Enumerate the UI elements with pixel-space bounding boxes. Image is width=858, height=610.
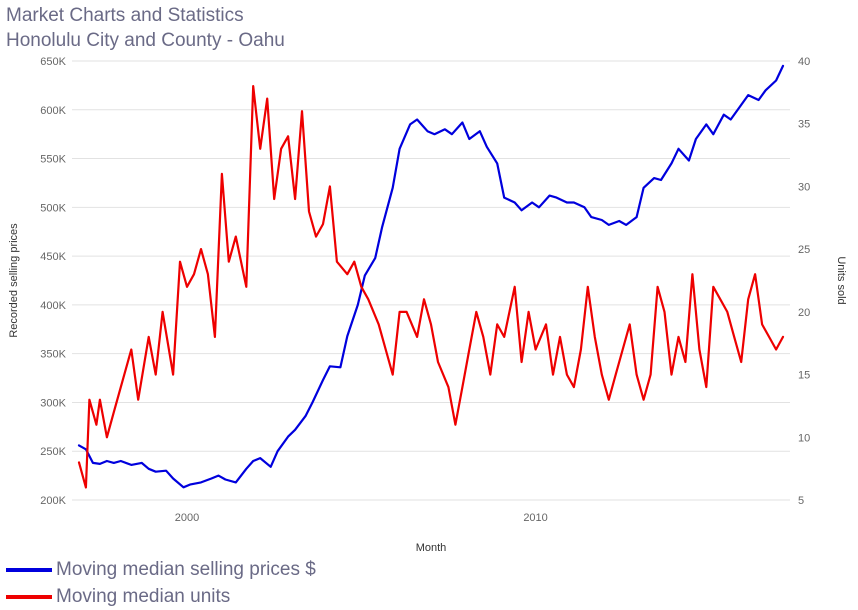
y-right-tick-label: 40: [798, 56, 810, 68]
legend-item-prices[interactable]: Moving median selling prices $: [6, 556, 316, 583]
y-right-tick-label: 15: [798, 370, 810, 382]
y-left-tick-label: 200K: [40, 495, 66, 507]
y-right-axis-title: Units sold: [835, 256, 847, 304]
chart-subtitle: Honolulu City and County - Oahu: [6, 30, 285, 51]
y-right-tick-label: 30: [798, 181, 810, 193]
legend-item-units[interactable]: Moving median units: [6, 583, 316, 610]
y-left-tick-label: 300K: [40, 397, 66, 409]
legend-label-units: Moving median units: [56, 585, 231, 607]
y-left-tick-label: 400K: [40, 300, 66, 312]
y-left-axis-title: Recorded selling prices: [8, 223, 20, 338]
chart-title: Market Charts and Statistics: [6, 5, 244, 26]
title-block: Market Charts and Statistics Honolulu Ci…: [6, 3, 285, 53]
y-right-tick-label: 20: [798, 307, 810, 319]
y-right-tick-label: 10: [798, 432, 810, 444]
y-right-tick-label: 35: [798, 119, 810, 131]
legend-label-prices: Moving median selling prices $: [56, 558, 316, 580]
y-right-tick-label: 25: [798, 244, 810, 256]
x-axis-title: Month: [416, 542, 447, 554]
y-left-tick-label: 600K: [40, 105, 66, 117]
y-right-tick-label: 5: [798, 495, 804, 507]
y-left-tick-label: 550K: [40, 154, 66, 166]
legend-swatch-units: [6, 594, 52, 599]
y-left-tick-label: 450K: [40, 251, 66, 263]
chart-legend: Moving median selling prices $ Moving me…: [6, 556, 316, 610]
series-line-prices: [77, 64, 785, 489]
x-tick-label: 2000: [175, 512, 199, 524]
y-left-tick-label: 350K: [40, 349, 66, 361]
legend-swatch-prices: [6, 567, 52, 572]
series-line-units: [77, 84, 785, 489]
x-tick-label: 2010: [523, 512, 547, 524]
y-left-tick-label: 250K: [40, 446, 66, 458]
y-left-tick-label: 650K: [40, 56, 66, 68]
y-left-tick-label: 500K: [40, 202, 66, 214]
